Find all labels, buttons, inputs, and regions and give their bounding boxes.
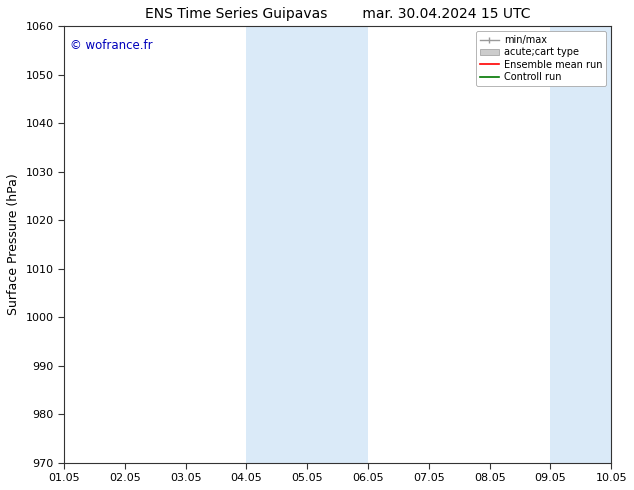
Bar	[247, 26, 368, 463]
Y-axis label: Surface Pressure (hPa): Surface Pressure (hPa)	[7, 173, 20, 316]
Bar	[550, 26, 634, 463]
Title: ENS Time Series Guipavas        mar. 30.04.2024 15 UTC: ENS Time Series Guipavas mar. 30.04.2024…	[145, 7, 531, 21]
Text: © wofrance.fr: © wofrance.fr	[70, 39, 152, 52]
Legend: min/max, acute;cart type, Ensemble mean run, Controll run: min/max, acute;cart type, Ensemble mean …	[476, 31, 606, 86]
